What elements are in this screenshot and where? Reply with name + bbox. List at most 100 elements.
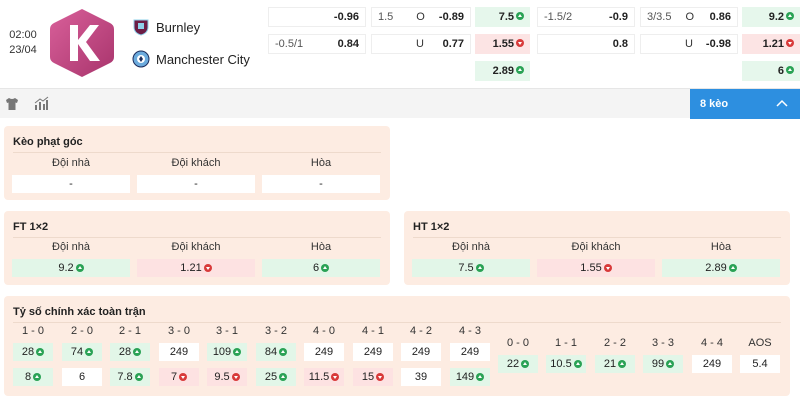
ft-draw-odd[interactable]: 6: [262, 259, 380, 277]
corner-away-odd[interactable]: -: [137, 175, 255, 193]
stats-icon[interactable]: [33, 96, 49, 112]
score-odd[interactable]: 84: [256, 343, 296, 361]
col-header-away: Đội khách: [571, 241, 621, 253]
score-odd[interactable]: 249: [159, 343, 199, 361]
score-odd[interactable]: 11.5: [304, 368, 344, 386]
man-city-crest-icon: [132, 50, 150, 68]
ht-1x2-panel: HT 1×2 Đội nhà Đội khách Hòa 7.5 1.55 2.…: [404, 211, 790, 285]
arrow-up-icon: [728, 264, 737, 272]
col-header-draw: Hòa: [310, 241, 332, 253]
arrow-up-icon: [134, 373, 143, 381]
score-header: 0 - 0: [506, 337, 529, 349]
arrow-up-icon: [233, 348, 242, 356]
panel-title: FT 1×2: [13, 221, 49, 233]
ht-ou-under-odd[interactable]: U -0.98: [640, 34, 738, 54]
x12-away-odd[interactable]: 1.55: [475, 34, 530, 54]
home-team[interactable]: Burnley: [132, 17, 200, 37]
col-header-home: Đội nhà: [52, 241, 90, 253]
corner-home-odd[interactable]: -: [12, 175, 130, 193]
score-odd[interactable]: 149: [450, 368, 490, 386]
arrow-up-icon: [75, 264, 84, 272]
score-odd[interactable]: 7: [159, 368, 199, 386]
ou-over-odd[interactable]: 1.5 O -0.89: [371, 7, 471, 27]
match-toolbar: 8 kèo: [0, 88, 800, 119]
score-odd[interactable]: 10.5: [546, 355, 586, 373]
score-header: 1 - 0: [21, 325, 44, 337]
score-odd[interactable]: 7.8: [110, 368, 150, 386]
arrow-up-icon: [476, 373, 485, 381]
arrow-up-icon: [516, 12, 524, 20]
score-odd[interactable]: 74: [62, 343, 102, 361]
score-header: AOS: [748, 337, 772, 349]
score-odd[interactable]: 28: [110, 343, 150, 361]
ht-away-odd[interactable]: 1.55: [537, 259, 655, 277]
score-odd[interactable]: 249: [401, 343, 441, 361]
away-team[interactable]: Manchester City: [132, 49, 250, 69]
hdp-home-odd[interactable]: -0.96: [268, 7, 366, 27]
ft-1x2-panel: FT 1×2 Đội nhà Đội khách Hòa 9.2 1.21 6: [4, 211, 390, 285]
ou-under-odd[interactable]: U 0.77: [371, 34, 471, 54]
score-odd[interactable]: 6: [62, 368, 102, 386]
score-odd[interactable]: 249: [692, 355, 732, 373]
arrow-up-icon: [279, 373, 288, 381]
score-header: 4 - 2: [409, 325, 432, 337]
match-time: 02:00 23/04: [2, 28, 44, 58]
score-header: 3 - 0: [167, 325, 190, 337]
chevron-up-icon: [776, 99, 788, 107]
score-odd[interactable]: 8: [13, 368, 53, 386]
score-header: 4 - 1: [361, 325, 384, 337]
score-odd[interactable]: 109: [207, 343, 247, 361]
ft-away-odd[interactable]: 1.21: [137, 259, 255, 277]
arrow-up-icon: [33, 373, 42, 381]
score-header: 3 - 3: [651, 337, 674, 349]
score-odd[interactable]: 28: [13, 343, 53, 361]
corner-draw-odd[interactable]: -: [262, 175, 380, 193]
arrow-down-icon: [203, 264, 212, 272]
shirt-icon[interactable]: [4, 96, 20, 112]
ht-ou-over-odd[interactable]: 3/3.5 O 0.86: [640, 7, 738, 27]
ht-draw-odd[interactable]: 2.89: [662, 259, 780, 277]
arrow-up-icon: [666, 360, 675, 368]
ft-home-odd[interactable]: 9.2: [12, 259, 130, 277]
score-odd[interactable]: 9.5: [207, 368, 247, 386]
ht-x12-home-odd[interactable]: 9.2: [742, 7, 800, 27]
score-odd[interactable]: 249: [353, 343, 393, 361]
more-odds-button[interactable]: 8 kèo: [690, 89, 800, 119]
bookmaker-logo-icon: [50, 9, 114, 77]
corner-odds-panel: Kèo phạt góc Đội nhà Đội khách Hòa - - -: [4, 126, 390, 200]
home-team-name: Burnley: [156, 19, 201, 35]
arrow-up-icon: [475, 264, 484, 272]
correct-score-panel: Tỷ số chính xác toàn trận 1 - 0 2 - 0 2 …: [4, 296, 790, 396]
hdp-away-odd[interactable]: -0.5/1 0.84: [268, 34, 366, 54]
col-header-home: Đội nhà: [52, 157, 90, 169]
score-odd[interactable]: 5.4: [740, 355, 780, 373]
score-odd[interactable]: 39: [401, 368, 441, 386]
score-odd[interactable]: 15: [353, 368, 393, 386]
away-team-name: Manchester City: [156, 51, 250, 67]
score-odd[interactable]: 99: [643, 355, 683, 373]
ht-home-odd[interactable]: 7.5: [412, 259, 530, 277]
arrow-up-icon: [36, 348, 45, 356]
score-odd[interactable]: 249: [450, 343, 490, 361]
score-header: 1 - 1: [554, 337, 577, 349]
arrow-down-icon: [786, 39, 794, 47]
kickoff-date: 23/04: [9, 44, 37, 56]
ht-x12-away-odd[interactable]: 1.21: [742, 34, 800, 54]
x12-draw-odd[interactable]: 2.89: [475, 61, 530, 81]
ht-x12-draw-odd[interactable]: 6: [742, 61, 800, 81]
score-odd[interactable]: 22: [498, 355, 538, 373]
match-row: 02:00 23/04 Burnley Manchester City -0.9…: [0, 0, 800, 88]
arrow-down-icon: [231, 373, 240, 381]
score-odd[interactable]: 249: [304, 343, 344, 361]
ht-hdp-away-odd[interactable]: 0.8: [537, 34, 635, 54]
arrow-down-icon: [603, 264, 612, 272]
score-odd[interactable]: 21: [595, 355, 635, 373]
score-header: 2 - 0: [70, 325, 93, 337]
score-odd[interactable]: 25: [256, 368, 296, 386]
x12-home-odd[interactable]: 7.5: [475, 7, 530, 27]
score-header: 2 - 1: [118, 325, 141, 337]
ht-hdp-home-odd[interactable]: -1.5/2 -0.9: [537, 7, 635, 27]
arrow-up-icon: [321, 264, 330, 272]
burnley-crest-icon: [133, 19, 149, 36]
score-header: 2 - 2: [603, 337, 626, 349]
